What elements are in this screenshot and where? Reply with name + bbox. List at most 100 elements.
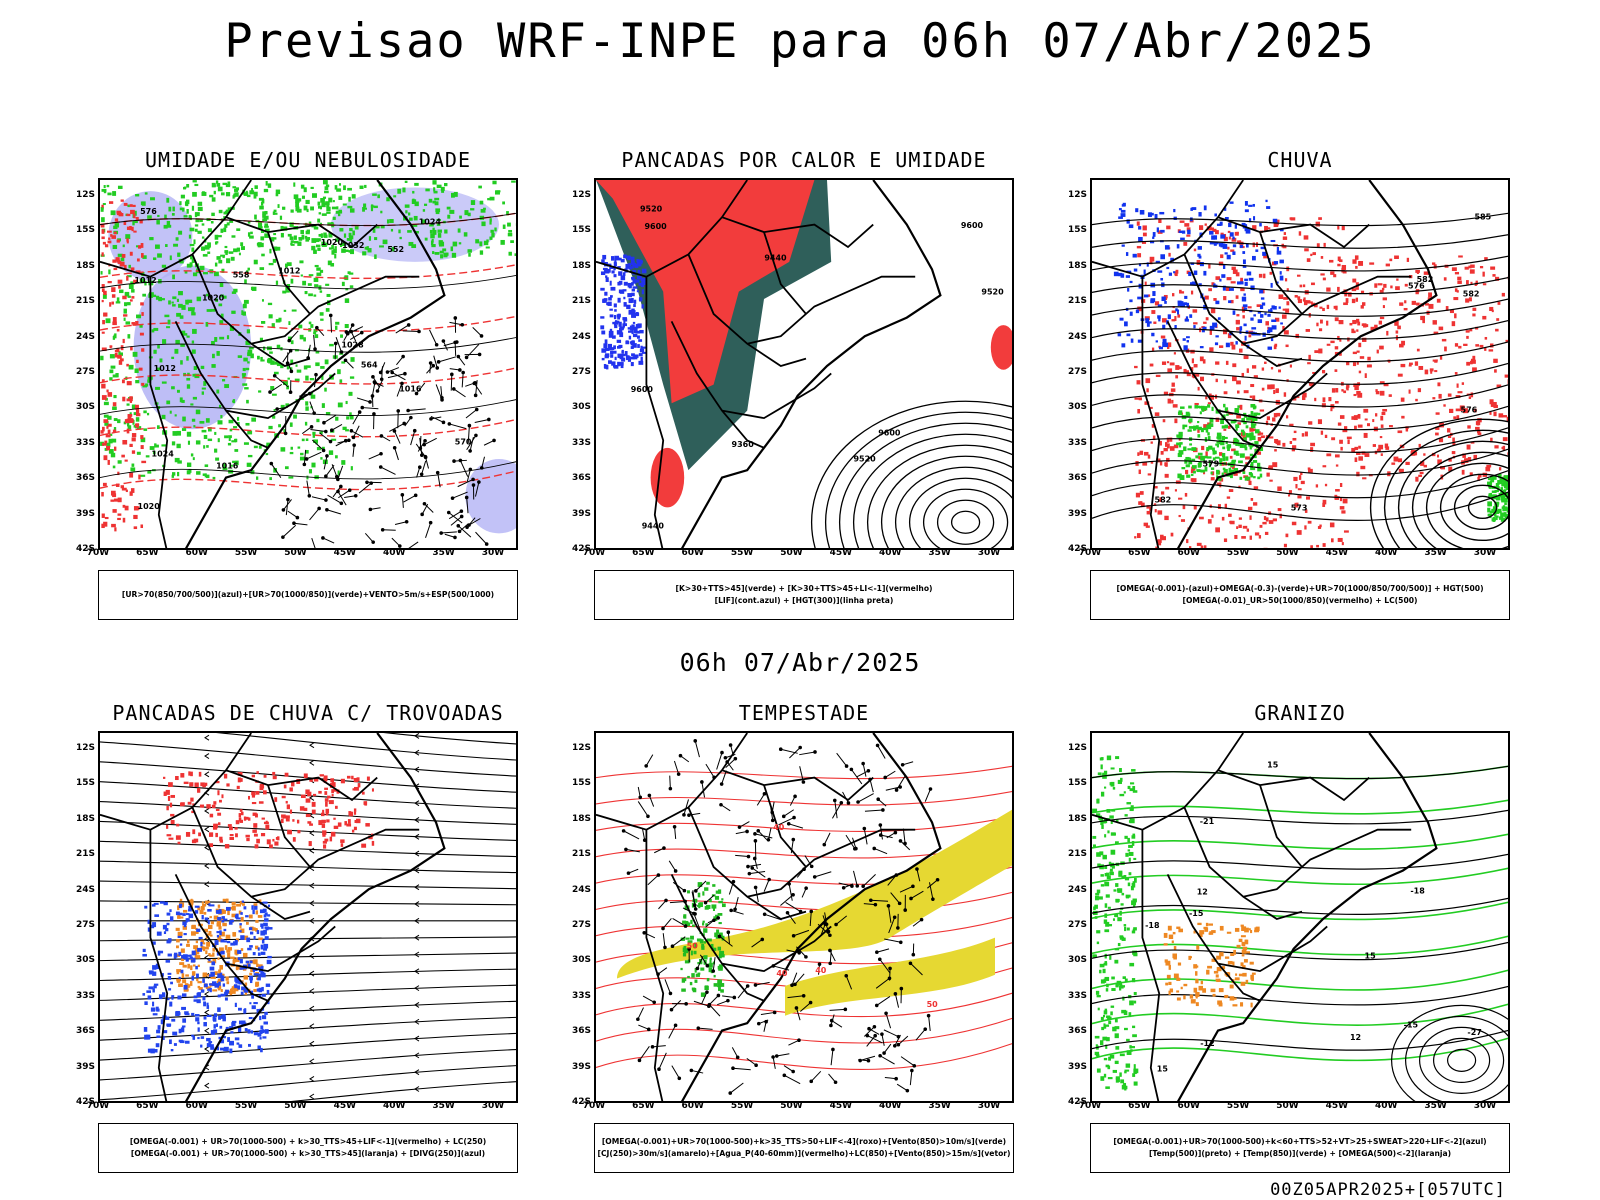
longitude-tick-label: 70W [86,1101,110,1111]
latitude-tick-label: 27S [1067,367,1087,377]
longitude-tick-label: 35W [432,1101,455,1111]
run-timestamp: 00Z05APR2025+[057UTC] [1270,1180,1506,1200]
latitude-tick-label: 27S [571,920,591,930]
omega-ur-red-area [1134,217,1349,548]
coastline-borders [596,733,942,1101]
thunderstorm-red-area [163,771,375,849]
jet-stream-area [617,809,1012,979]
latitude-tick-label: 30S [75,402,95,413]
longitude-tick-label: 30W [1473,1101,1497,1111]
contour-label: 15 [1157,1065,1169,1074]
humidity-850-700-500-area [133,265,252,430]
panel-title: PANCADAS POR CALOR E UMIDADE [621,148,987,172]
latitude-tick-label: 42S [1067,1097,1087,1107]
contour-label: 9440 [764,254,787,263]
legend-box: [K>30+TTS>45](verde) + [K>30+TTS>45+LI<-… [594,570,1014,620]
longitude-tick-label: 50W [284,1101,307,1111]
omega-green-area [1176,403,1264,481]
latitude-tick-label: 27S [571,367,591,377]
latitude-tick-label: 21S [1067,296,1087,307]
latitude-tick-label: 24S [571,884,591,895]
contour-label: 9520 [853,455,876,464]
latitude-tick-label: 18S [1067,260,1087,271]
legend-line: [LIF](cont.azul) + [HGT(300)](linha pret… [714,596,894,605]
longitude-tick-label: 35W [1424,548,1447,558]
latitude-tick-label: 36S [75,473,95,484]
latitude-tick-label: 15S [1067,778,1087,789]
contour-label: 582 [1155,496,1172,505]
longitude-tick-label: 70W [582,548,606,558]
contour-label: -18 [1410,886,1425,895]
longitude-tick-label: 70W [86,548,110,558]
legend-box: [OMEGA(-0.001)+UR>70(1000-500)+k>35_TTS>… [594,1123,1014,1173]
latitude-tick-label: 12S [75,190,95,200]
longitude-tick-label: 55W [730,548,754,558]
latitude-tick-label: 33S [1067,990,1087,1001]
map-panel: 50 40 50 40 40 [594,731,1014,1103]
latitude-tick-label: 39S [571,1061,591,1072]
longitude-tick-label: 40W [383,548,406,558]
latitude-tick-label: 18S [1067,813,1087,824]
longitude-tick-label: 60W [185,548,208,558]
latitude-tick-label: 39S [75,1061,95,1072]
longitude-tick-label: 35W [1424,1101,1447,1111]
latitude-tick-label: 30S [75,955,95,966]
omega-500-orange-area [1163,922,1260,1008]
contour-label: -21 [1200,817,1215,826]
legend-line: [OMEGA(-0.001)-(azul)+OMEGA(-0.3)-(verde… [1116,584,1484,593]
latitude-tick-label: 18S [571,260,591,271]
longitude-tick-label: 60W [681,1101,704,1111]
legend-line: [OMEGA(-0.001) + UR>70(1000-500) + k>30_… [130,1149,486,1158]
coastline-borders [100,180,446,548]
contour-label: 1028 [341,340,364,349]
coastline-borders [1092,180,1438,548]
contour-label: 15 [1267,760,1279,769]
coastline-borders [1092,733,1438,1101]
contour-label: 570 [455,438,472,447]
contour-label: 582 [1417,275,1434,284]
contour-label: 1016 [399,384,422,393]
latitude-tick-label: 21S [75,849,95,860]
latitude-tick-label: 36S [1067,473,1087,484]
contour-label: 1032 [342,241,364,250]
contour-label: 1012 [154,364,176,373]
contour-label: 12 [1197,888,1208,897]
instability-area-red [596,180,815,404]
contour-label: 12 [1350,1033,1361,1042]
contour-label: 9600 [878,428,901,437]
contour-label: 9440 [642,521,665,530]
contour-label: 558 [233,271,250,280]
contour-label: 576 [140,207,157,216]
contour-label: 585 [1474,212,1491,221]
longitude-tick-label: 55W [234,548,258,558]
panel-title: GRANIZO [1254,701,1346,725]
longitude-tick-label: 45W [333,548,357,558]
humidity-1000-850-area [184,180,516,260]
contour-label: 1020 [321,238,344,247]
longitude-tick-label: 30W [977,1101,1001,1111]
latitude-tick-label: 27S [75,367,95,377]
latitude-tick-label: 24S [75,884,95,895]
latitude-tick-label: 12S [1067,190,1087,200]
latitude-tick-label: 15S [571,225,591,236]
contour-label: 40 [815,966,827,975]
longitude-tick-label: 45W [829,1101,853,1111]
longitude-tick-label: 50W [780,548,803,558]
contour-label: 1012 [278,266,300,275]
latitude-tick-label: 42S [75,1097,95,1107]
latitude-tick-label: 15S [75,225,95,236]
legend-line: [UR>70(850/700/500)](azul)+[UR>70(1000/8… [121,590,495,599]
map-panel: 582 582 576 573 576 579 582 585 [1090,178,1510,550]
panel-title: TEMPESTADE [738,701,870,725]
longitude-tick-label: 65W [632,1101,655,1111]
latitude-tick-label: 24S [1067,884,1087,895]
contour-label: 552 [387,245,404,254]
contour-label: 15 [1365,951,1377,960]
latitude-tick-label: 15S [571,778,591,789]
longitude-tick-label: 30W [481,1101,505,1111]
latitude-tick-label: 27S [1067,920,1087,930]
longitude-tick-label: 40W [1375,1101,1398,1111]
contour-label: -27 [1467,1028,1481,1037]
legend-line: [OMEGA(-0.001)+UR>70(1000-500)+k<60+TTS>… [1113,1137,1487,1146]
latitude-tick-label: 21S [571,296,591,307]
